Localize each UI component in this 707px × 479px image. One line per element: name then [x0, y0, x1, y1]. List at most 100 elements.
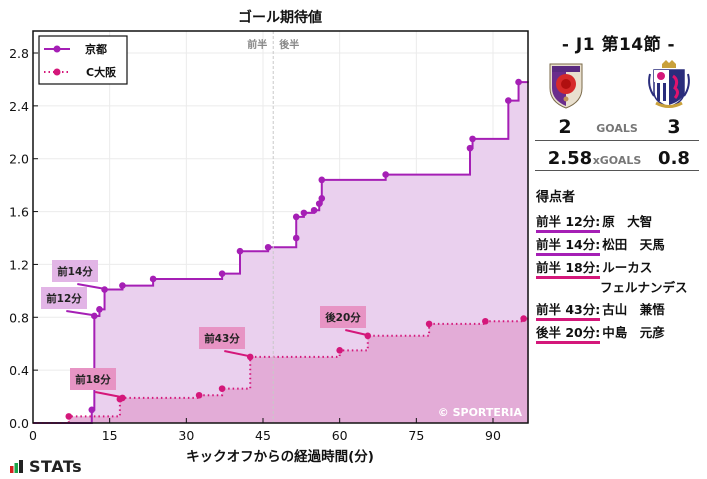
data-point — [195, 391, 203, 399]
data-point — [505, 97, 512, 104]
scorer-item: 後半 20分: 中島 元彦 — [536, 322, 665, 344]
scorer-time: 前半 43分: — [536, 299, 601, 321]
stats-bars-icon — [10, 460, 23, 473]
x-tick-label: 15 — [102, 428, 118, 443]
annotation-label: 前43分 — [204, 332, 240, 345]
legend-marker-cosaka — [53, 68, 61, 76]
data-point — [315, 200, 323, 207]
data-point — [382, 171, 389, 178]
data-point — [482, 317, 489, 325]
data-point — [218, 385, 226, 392]
data-point — [515, 78, 522, 86]
home-goals: 2 — [558, 116, 572, 138]
watermark: © SPORTERIA — [438, 406, 523, 419]
xgoals-row: 2.58 xGOALS 0.8 — [535, 144, 699, 171]
y-tick-label: 0.4 — [9, 363, 29, 378]
scorer-item: 前半 12分: 原 大智 — [536, 211, 652, 233]
y-tick-label: 2.0 — [9, 152, 29, 167]
x-axis-label: キックオフからの経過時間(分) — [186, 448, 374, 465]
data-point — [318, 195, 326, 202]
scorer-name: ルーカス — [602, 260, 653, 275]
annotation-label: 前18分 — [75, 373, 111, 386]
annotation-box — [320, 306, 366, 328]
data-point — [119, 394, 126, 402]
annotation-label: 後20分 — [324, 311, 361, 324]
away-goals: 3 — [667, 116, 681, 138]
scorer-item: 前半 18分: ルーカス — [536, 257, 652, 279]
data-point — [91, 312, 98, 320]
data-point — [119, 282, 126, 289]
data-point — [88, 406, 96, 414]
data-point — [101, 286, 108, 293]
annotation-pointer — [66, 310, 93, 316]
matchday-title: - J1 第14節 - — [561, 35, 676, 55]
scorer-name: 古山 兼悟 — [602, 302, 665, 317]
data-point — [292, 234, 300, 242]
annotation-label: 前12分 — [46, 292, 82, 305]
data-point — [310, 206, 318, 214]
stats-logo: STATs — [10, 457, 82, 476]
y-tick-label: 2.4 — [9, 99, 29, 114]
scorer-time: 前半 18分: — [536, 257, 601, 279]
goals-label: GOALS — [596, 122, 638, 135]
data-point — [218, 270, 226, 277]
y-tick-label: 2.8 — [9, 46, 29, 61]
away-xgoals: 0.8 — [658, 148, 690, 169]
annotation-box — [41, 287, 87, 309]
halftime-line: 前半 後半 — [247, 31, 299, 423]
data-point — [96, 306, 103, 313]
data-point — [318, 176, 326, 184]
plot-frame — [32, 30, 529, 424]
legend: 京都 C大阪 — [38, 35, 128, 85]
second-half-label: 後半 — [279, 38, 299, 51]
legend-marker-kyoto — [53, 45, 61, 53]
stats-logo-text: STATs — [29, 457, 83, 476]
data-point — [364, 332, 372, 340]
x-tick-label: 0 — [29, 428, 37, 443]
annotation-pointer — [95, 391, 121, 398]
x-tick-label: 60 — [332, 428, 348, 443]
annotation-box — [70, 368, 116, 390]
match-summary-panel: - J1 第14節 - 2 GOALS 3 2.58 xGOALS 0.8 得点… — [530, 0, 707, 479]
data-point — [149, 275, 157, 283]
chart-title: ゴール期待値 — [238, 9, 322, 26]
data-point — [264, 243, 272, 251]
data-point — [336, 347, 343, 354]
area-1 — [33, 318, 529, 423]
scorer-name: 松田 天馬 — [602, 237, 665, 252]
annotation-pointer — [345, 329, 367, 336]
goals-row: 2 GOALS 3 — [535, 114, 699, 141]
y-tick-label: 1.2 — [9, 257, 29, 272]
annotation-box — [199, 327, 245, 349]
xgoals-label: xGOALS — [592, 154, 642, 167]
y-tick-label: 1.6 — [9, 205, 29, 220]
series-areas — [33, 82, 529, 424]
legend-label-kyoto: 京都 — [85, 42, 107, 56]
scorer-name: 中島 元彦 — [602, 325, 665, 340]
data-point — [236, 247, 244, 255]
x-tick-label: 45 — [255, 428, 271, 443]
data-point — [65, 413, 73, 420]
x-tick-label: 90 — [485, 428, 501, 443]
scorers-title: 得点者 — [536, 190, 576, 205]
scorer-item: 前半 43分: 古山 兼悟 — [536, 299, 665, 321]
x-tick-label: 30 — [178, 428, 194, 443]
scorer-name-continued: フェルナンデス — [600, 280, 688, 295]
data-point — [520, 315, 527, 322]
scorer-time: 後半 20分: — [536, 322, 601, 344]
y-tick-label: 0.8 — [9, 310, 29, 325]
kyoto-crest-icon — [549, 63, 583, 109]
annotation-pointer — [77, 283, 103, 290]
legend-label-cosaka: C大阪 — [86, 65, 117, 79]
x-tick-label: 75 — [408, 428, 424, 443]
data-point — [469, 135, 476, 143]
data-point — [246, 353, 254, 361]
series-lines — [33, 78, 529, 424]
y-tick-label: 0.0 — [9, 416, 29, 431]
axis-ticks: 0 15 30 45 60 75 90 0.0 0.4 0.8 1.2 1.6 2.0 2.4 2.8 — [9, 46, 501, 443]
annotation-label: 前14分 — [57, 265, 93, 278]
scorer-item: 前半 14分: 松田 天馬 — [536, 234, 665, 256]
scorer-time: 前半 12分: — [536, 211, 601, 233]
cerezo-crest-icon — [648, 60, 690, 108]
